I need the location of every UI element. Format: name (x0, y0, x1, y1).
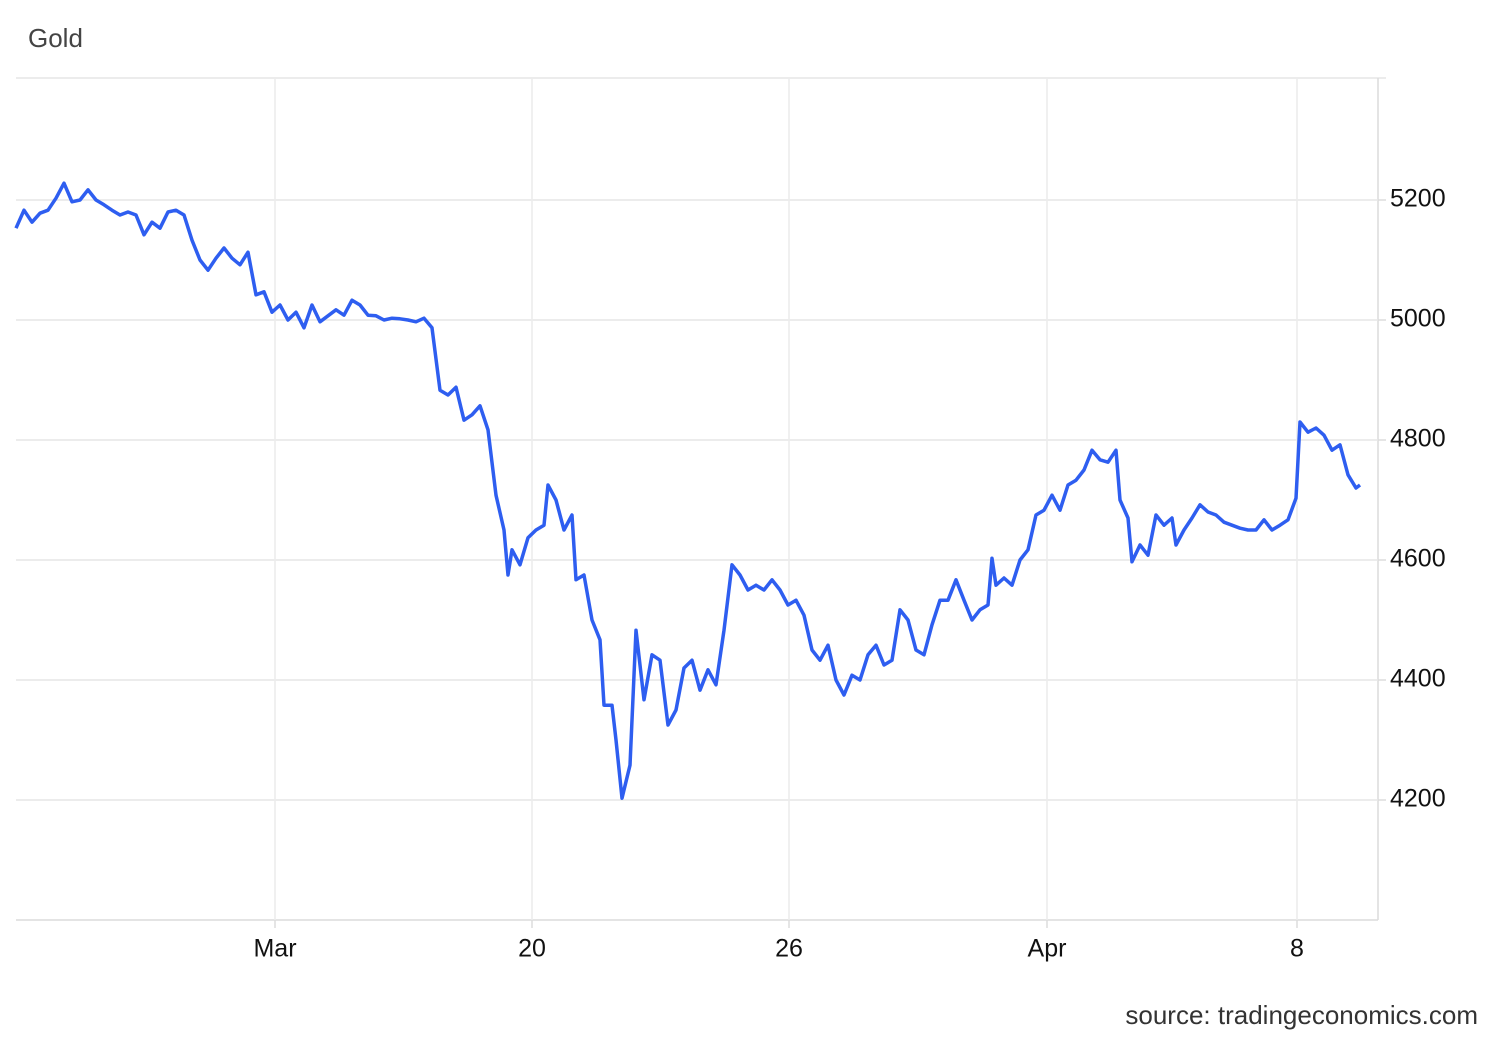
chart-title: Gold (28, 23, 83, 53)
y-tick-label: 5200 (1390, 185, 1446, 213)
y-tick-label: 4200 (1390, 785, 1446, 813)
y-tick-label: 4400 (1390, 665, 1446, 693)
x-tick-label: 26 (775, 935, 803, 963)
y-tick-label: 4800 (1390, 425, 1446, 453)
x-tick-label: 20 (518, 935, 546, 963)
x-tick-label: 8 (1290, 935, 1304, 963)
y-tick-label: 5000 (1390, 305, 1446, 333)
source: source: tradingeconomics.com (1125, 1000, 1478, 1030)
x-tick-label: Apr (1028, 935, 1067, 963)
price-line (14, 181, 1362, 800)
x-tick-label: Mar (253, 935, 296, 963)
y-tick-label: 4600 (1390, 545, 1446, 573)
